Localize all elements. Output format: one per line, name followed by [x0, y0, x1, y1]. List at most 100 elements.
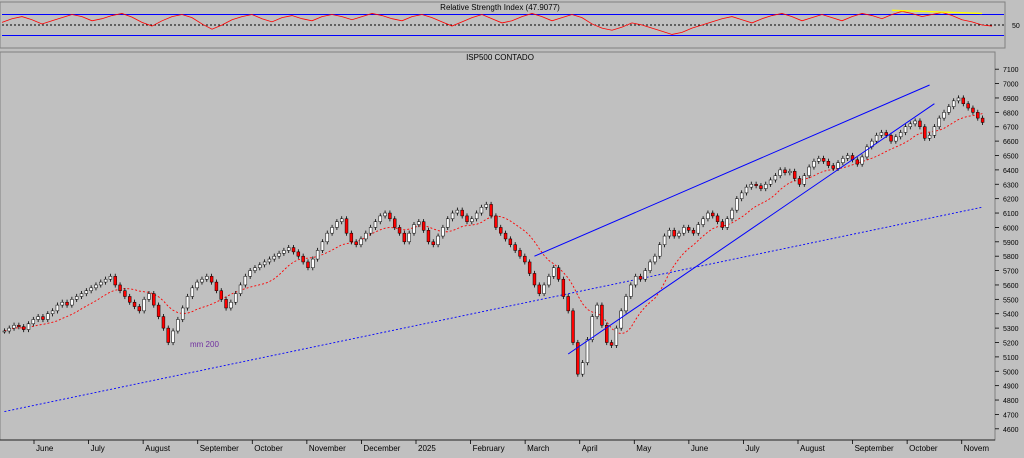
candle-body [633, 276, 638, 286]
candle-body [31, 319, 36, 325]
candle-body [908, 123, 913, 127]
y-tick-label: 4600 [1003, 427, 1019, 434]
candle-body [696, 224, 700, 234]
candle-body [12, 324, 16, 329]
candle-body [127, 296, 132, 303]
x-tick-label: July [745, 444, 759, 453]
candle-body [788, 171, 792, 174]
candle-body [70, 299, 74, 306]
candle-body [556, 267, 561, 280]
candle-body [499, 227, 503, 234]
candle-body [927, 135, 932, 139]
candle-body [711, 212, 715, 217]
candle-body [923, 126, 927, 139]
price-panel: ISP500 CONTADO 7100 7000 6900 6800 6700 6600 6… [0, 51, 1019, 453]
candle-body [181, 307, 185, 320]
candle-body [455, 209, 460, 214]
candle-body [200, 278, 204, 283]
rsi-title: Relative Strength Index (47.9077) [440, 3, 560, 12]
x-tick-label: June [691, 444, 709, 453]
candle-body [913, 120, 917, 125]
y-tick-label: 6400 [1003, 168, 1019, 175]
rsi-panel: Relative Strength Index (47.9077) 50 [0, 1, 1020, 49]
candle-body [99, 281, 103, 286]
candle-body [470, 218, 474, 222]
candle-body [937, 117, 941, 127]
candle-body [234, 293, 238, 303]
trendline [534, 84, 930, 257]
candle-body [532, 273, 537, 286]
candle-body [691, 230, 696, 234]
candle-body [41, 316, 45, 320]
y-tick-label: 4700 [1003, 412, 1019, 419]
price-x-axis: June July August September October November De… [0, 439, 995, 453]
y-tick-label: 7000 [1003, 82, 1019, 89]
price-y-axis: 7100 7000 6900 6800 6700 6600 6500 6400 6300 6200… [995, 67, 1019, 434]
candle-body [889, 135, 893, 142]
candle-body [561, 278, 566, 297]
candle-body [638, 276, 643, 280]
candle-body [306, 261, 310, 268]
candle-body [229, 301, 233, 309]
candle-body [898, 132, 903, 138]
candle-body [248, 270, 252, 277]
candle-body [108, 276, 113, 280]
candle-body [513, 244, 517, 251]
candle-body [595, 304, 599, 317]
candle-body [754, 184, 758, 186]
candle-body [219, 290, 223, 300]
y-tick-label: 6700 [1003, 125, 1019, 132]
candle-body [21, 326, 26, 330]
candle-body [773, 175, 778, 181]
candle-body [224, 299, 228, 309]
candle-body [508, 238, 513, 245]
candle-body [807, 166, 811, 176]
candle-body [749, 184, 753, 188]
candle-body [118, 284, 122, 291]
candle-body [836, 162, 840, 169]
candle-body [450, 212, 455, 220]
candle-body [436, 235, 440, 245]
candle-body [735, 198, 739, 211]
y-tick-label: 5600 [1003, 283, 1019, 290]
candle-body [841, 158, 845, 163]
candle-body [860, 156, 864, 165]
candle-body [653, 255, 657, 263]
candle-body [725, 218, 729, 228]
trendline [567, 103, 935, 355]
candle-body [60, 301, 64, 306]
candle-body [156, 304, 161, 317]
candle-body [552, 267, 556, 277]
candle-body [682, 227, 686, 234]
candle-body [397, 227, 402, 234]
y-tick-label: 4900 [1003, 384, 1019, 391]
candle-body [340, 218, 344, 222]
y-tick-label: 5500 [1003, 297, 1019, 304]
y-tick-label: 7100 [1003, 67, 1019, 74]
candle-body [792, 171, 797, 179]
x-tick-label: April [582, 444, 598, 453]
candle-body [547, 276, 551, 286]
candle-body [277, 253, 281, 257]
candle-body [831, 165, 835, 169]
candle-body [402, 232, 407, 243]
candle-body [980, 117, 985, 123]
x-tick-label: July [91, 444, 105, 453]
candle-body [817, 158, 821, 162]
candle-body [971, 107, 975, 113]
candle-body [243, 276, 248, 286]
candle-body [190, 287, 195, 297]
candle-body [94, 284, 98, 289]
candle-body [359, 238, 363, 245]
y-tick-label: 5000 [1003, 369, 1019, 376]
candle-body [272, 255, 276, 260]
candle-body [330, 227, 334, 234]
candle-body [778, 169, 782, 176]
candle-body [812, 161, 816, 168]
rsi-tick-label: 50 [1012, 23, 1020, 30]
candle-body [879, 132, 884, 136]
candle-body [667, 230, 672, 237]
candle-body [537, 284, 541, 294]
candle-body [730, 209, 734, 220]
